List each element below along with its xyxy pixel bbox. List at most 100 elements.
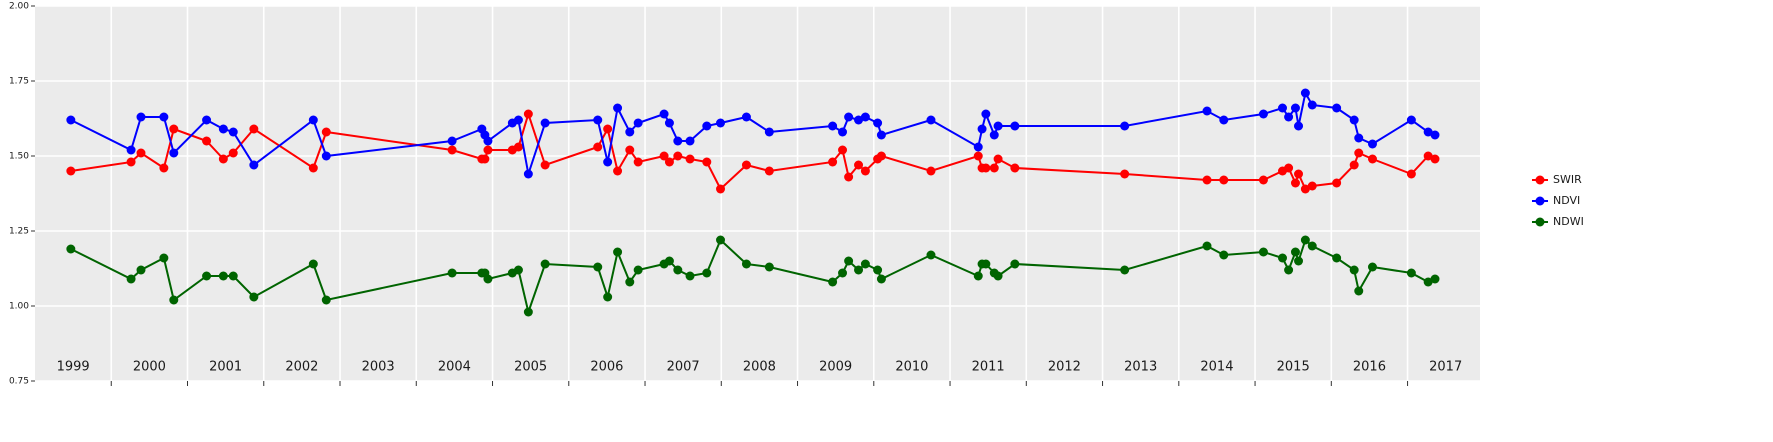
data-point xyxy=(659,109,669,119)
data-point xyxy=(1349,115,1359,125)
x-tick-label: 2011 xyxy=(972,360,1005,375)
data-point xyxy=(593,115,603,125)
data-point xyxy=(741,112,751,122)
data-point xyxy=(873,265,883,275)
data-point xyxy=(1219,115,1229,125)
data-point xyxy=(513,265,523,275)
data-point xyxy=(613,103,623,113)
legend-marker xyxy=(1535,217,1545,227)
x-tick-label: 2007 xyxy=(667,360,700,375)
data-point xyxy=(673,136,683,146)
data-point xyxy=(1120,121,1130,131)
data-point xyxy=(1010,121,1020,131)
data-point xyxy=(308,259,318,269)
panel xyxy=(35,6,1480,381)
data-point xyxy=(926,115,936,125)
data-point xyxy=(159,163,169,173)
data-point xyxy=(1406,268,1416,278)
data-point xyxy=(480,154,490,164)
data-point xyxy=(1332,178,1342,188)
data-point xyxy=(1284,112,1294,122)
data-point xyxy=(838,145,848,155)
data-point xyxy=(593,142,603,152)
data-point xyxy=(702,157,712,167)
data-point xyxy=(664,118,674,128)
data-point xyxy=(876,130,886,140)
x-tick-label: 2017 xyxy=(1429,360,1462,375)
data-point xyxy=(673,151,683,161)
data-point xyxy=(1219,250,1229,260)
x-tick-label: 2000 xyxy=(133,360,166,375)
data-point xyxy=(321,295,331,305)
data-point xyxy=(202,136,212,146)
data-point xyxy=(218,271,228,281)
y-tick-label: 1.50 xyxy=(9,152,29,162)
data-point xyxy=(540,118,550,128)
data-point xyxy=(844,172,854,182)
data-point xyxy=(249,292,259,302)
data-point xyxy=(981,109,991,119)
data-point xyxy=(159,253,169,263)
data-point xyxy=(1290,247,1300,257)
data-point xyxy=(202,115,212,125)
data-point xyxy=(202,271,212,281)
data-point xyxy=(764,262,774,272)
data-point xyxy=(169,148,179,158)
data-point xyxy=(249,124,259,134)
x-tick-label: 2013 xyxy=(1124,360,1157,375)
y-tick-label: 2.00 xyxy=(9,2,29,12)
data-point xyxy=(860,112,870,122)
data-point xyxy=(828,157,838,167)
data-point xyxy=(1120,265,1130,275)
data-point xyxy=(613,166,623,176)
data-point xyxy=(1202,106,1212,116)
data-point xyxy=(1219,175,1229,185)
data-point xyxy=(860,259,870,269)
data-point xyxy=(633,265,643,275)
data-point xyxy=(973,151,983,161)
data-point xyxy=(828,277,838,287)
data-point xyxy=(741,259,751,269)
legend-marker xyxy=(1535,175,1545,185)
y-tick-label: 1.00 xyxy=(9,302,29,312)
data-point xyxy=(633,118,643,128)
data-point xyxy=(981,163,991,173)
data-point xyxy=(1300,88,1310,98)
data-point xyxy=(1354,148,1364,158)
x-tick-label: 2005 xyxy=(514,360,547,375)
data-point xyxy=(1290,103,1300,113)
legend-label: NDVI xyxy=(1553,194,1580,207)
x-tick-label: 2001 xyxy=(209,360,242,375)
data-point xyxy=(844,256,854,266)
data-point xyxy=(218,124,228,134)
data-point xyxy=(1332,253,1342,263)
x-tick-label: 2004 xyxy=(438,360,471,375)
data-point xyxy=(1406,169,1416,179)
data-point xyxy=(993,271,1003,281)
data-point xyxy=(308,115,318,125)
data-point xyxy=(1010,259,1020,269)
data-point xyxy=(977,124,987,134)
data-point xyxy=(926,250,936,260)
data-point xyxy=(1300,235,1310,245)
data-point xyxy=(838,268,848,278)
data-point xyxy=(447,268,457,278)
data-point xyxy=(1307,100,1317,110)
data-point xyxy=(1258,175,1268,185)
data-point xyxy=(603,157,613,167)
data-point xyxy=(136,148,146,158)
data-point xyxy=(741,160,751,170)
data-point xyxy=(540,259,550,269)
data-point xyxy=(1307,181,1317,191)
x-tick-label: 2006 xyxy=(590,360,623,375)
legend-label: SWIR xyxy=(1553,173,1582,186)
x-tick-label: 2014 xyxy=(1200,360,1233,375)
y-tick-label: 1.25 xyxy=(9,227,29,237)
data-point xyxy=(126,157,136,167)
data-point xyxy=(685,271,695,281)
data-point xyxy=(1010,163,1020,173)
data-point xyxy=(447,136,457,146)
data-point xyxy=(702,121,712,131)
y-tick-label: 1.75 xyxy=(9,77,29,87)
